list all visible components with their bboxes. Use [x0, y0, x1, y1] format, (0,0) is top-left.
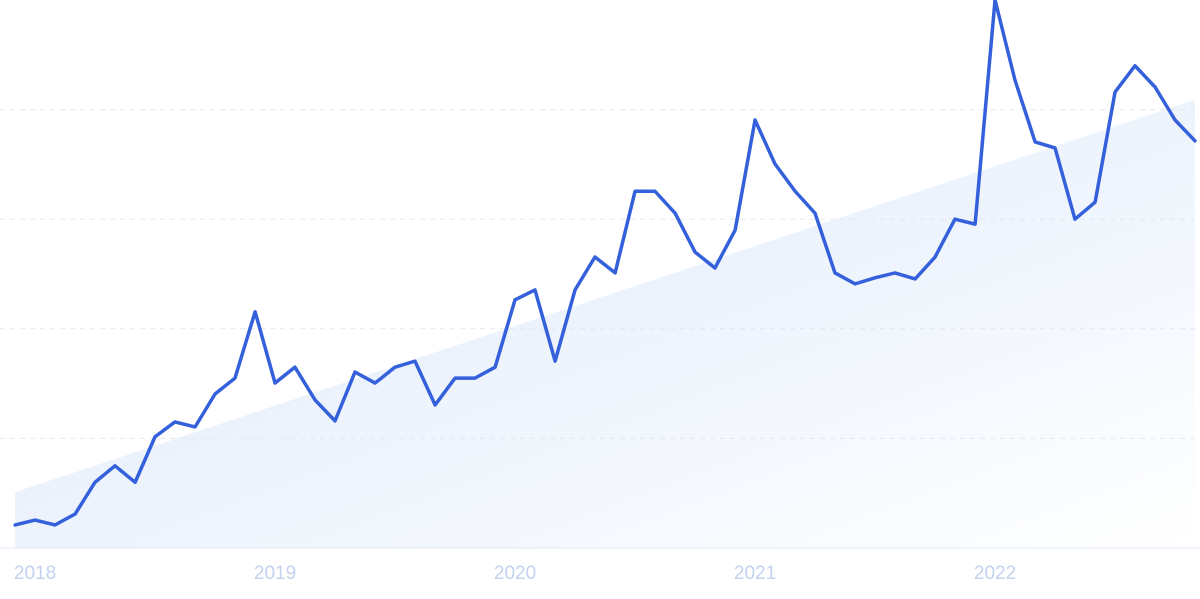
x-tick-label: 2018 — [14, 563, 56, 584]
line — [13, 0, 1197, 527]
trend-area — [15, 99, 1195, 549]
x-tick-label: 2022 — [974, 563, 1016, 584]
x-tick-label: 2020 — [494, 563, 536, 584]
x-tick-label: 2021 — [734, 563, 776, 584]
x-tick-label: 2019 — [254, 563, 296, 584]
